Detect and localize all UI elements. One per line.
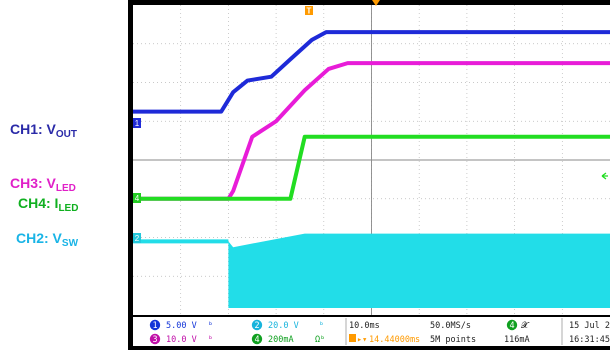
meas-badge-num: 4 <box>509 321 514 331</box>
ch4-badge-num: 4 <box>254 335 259 345</box>
ch2-badge <box>251 319 263 331</box>
label-ch1-sub: OUT <box>55 129 78 140</box>
ch3-scale-readout[interactable]: 3 10.0 V ᵇ <box>149 333 213 345</box>
label-ch3-sub: LED <box>55 183 76 194</box>
ch2-scale: 20.0 V <box>268 321 299 331</box>
ch2-scale-readout[interactable]: 2 20.0 V ᵇ <box>251 319 324 331</box>
date: 15 Jul 2 <box>569 321 610 331</box>
meas-badge <box>506 319 518 331</box>
ch3-scale: 10.0 V <box>166 335 197 345</box>
label-ch4: CH4: ILED <box>18 195 78 214</box>
ch4-bw-icon: Ωᵇ <box>315 335 325 345</box>
ch3-badge <box>149 333 161 345</box>
series-1-line <box>133 61 610 201</box>
label-ch2-sub: SW <box>61 238 79 249</box>
ch1-badge <box>149 319 161 331</box>
label-ch1: CH1: VOUT <box>10 121 77 140</box>
acquisition-readout[interactable]: 50.0MS/s 5M points <box>430 321 476 345</box>
ch4-scale: 200mA <box>268 335 294 345</box>
ch4-ground-marker-text: 4 <box>135 194 140 203</box>
ch2-ground-marker: 2 <box>133 233 141 243</box>
trigger-marker-box <box>305 6 313 15</box>
label-ch2: CH2: VSW <box>16 230 78 249</box>
ch1-scale-readout[interactable]: 1 5.00 V ᵇ <box>149 319 213 331</box>
ch1-scale: 5.00 V <box>166 321 197 331</box>
markers: T 1 4 2 <box>133 0 608 243</box>
time: 16:31:45 <box>569 335 610 345</box>
ch1-badge-num: 1 <box>152 321 157 331</box>
status-bar-background <box>133 317 610 346</box>
ch1-ground-marker-box <box>133 118 141 128</box>
series-2-line <box>133 134 610 201</box>
meas-value: 116mA <box>504 335 530 345</box>
label-ch3: CH3: VLED <box>10 175 76 194</box>
label-ch1-main: CH1: V <box>10 121 56 137</box>
trigger-position-arrow <box>372 0 380 6</box>
ch4-ground-marker: 4 <box>133 193 141 203</box>
trigger-offset-icon <box>349 334 356 342</box>
ch3-bw-icon: ᵇ <box>208 335 213 345</box>
label-ch3-main: CH3: V <box>10 175 56 191</box>
series-0-line <box>133 30 610 114</box>
trigger-offset: 14.44000ms <box>369 335 420 345</box>
ch2-ground-marker-box <box>133 233 141 243</box>
ch4-badge <box>251 333 263 345</box>
ch1-bw-icon: ᵇ <box>208 321 213 331</box>
ch2-badge-num: 2 <box>254 321 259 331</box>
meas-edge-icon: 𝓧 <box>521 321 530 331</box>
ch4-ground-marker-box <box>133 193 141 203</box>
trigger-offset-arrow-icon: ▸▾ <box>357 335 367 345</box>
clock-readout: 15 Jul 2 16:31:45 <box>569 321 610 345</box>
timebase: 10.0ms <box>349 321 380 331</box>
ch1-ground-marker: 1 <box>133 118 141 128</box>
trigger-marker: T <box>307 7 312 16</box>
label-ch4-main: CH4: I <box>18 195 59 211</box>
ch2-ground-marker-text: 2 <box>135 234 140 243</box>
timebase-readout[interactable]: 10.0ms ▸▾ 14.44000ms <box>349 321 420 345</box>
oscilloscope-screen: T 1 4 2 1 5.00 V ᵇ 3 10.0 V ᵇ <box>128 0 610 350</box>
ch4-scale-readout[interactable]: 4 200mA Ωᵇ <box>251 333 325 345</box>
label-ch2-main: CH2: V <box>16 230 62 246</box>
traces <box>133 30 610 309</box>
ch3-badge-num: 3 <box>152 335 157 345</box>
status-bar: 1 5.00 V ᵇ 3 10.0 V ᵇ 2 20.0 V ᵇ 4 200mA… <box>133 317 610 346</box>
record-length: 5M points <box>430 335 476 345</box>
series-3-fill <box>228 233 610 309</box>
measurement-readout[interactable]: 4 𝓧 116mA <box>504 319 530 345</box>
label-ch4-sub: LED <box>58 203 79 214</box>
trigger-level-marker <box>601 172 608 180</box>
ch2-bw-icon: ᵇ <box>319 321 324 331</box>
sample-rate: 50.0MS/s <box>430 321 471 331</box>
ch1-ground-marker-text: 1 <box>135 119 140 128</box>
